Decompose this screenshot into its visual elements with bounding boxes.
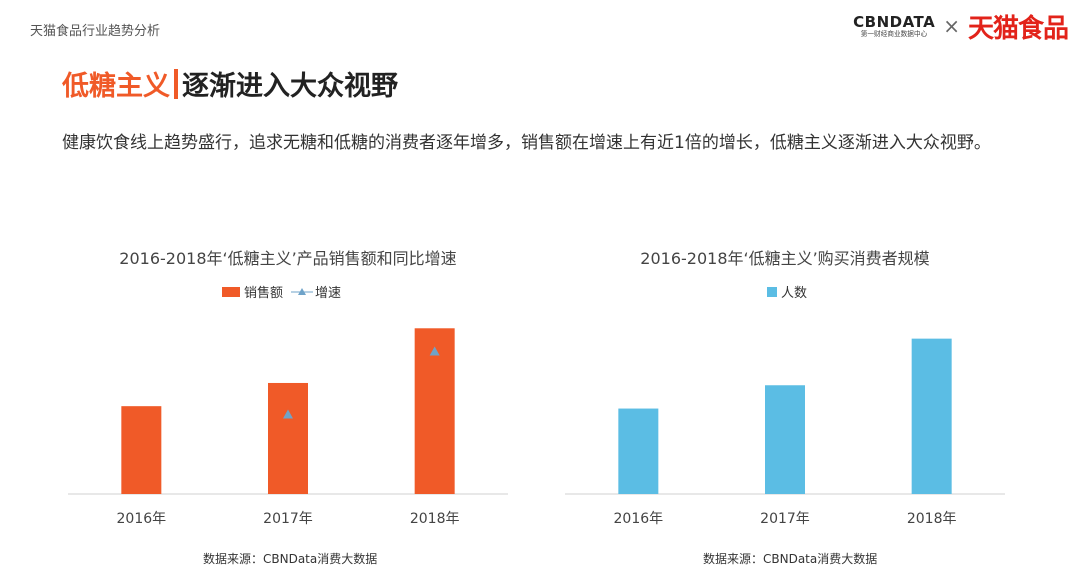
x-tick-label: 2017年 xyxy=(760,511,810,527)
legend-triangle-icon xyxy=(291,287,314,297)
chart1-legend: 销售额 增速 xyxy=(222,282,341,301)
bar-3 xyxy=(911,338,952,494)
bar-1 xyxy=(618,408,659,494)
chart2-source: 数据来源：CBNData消费大数据 xyxy=(703,552,878,566)
chart2-plot: 2016年 2017年 2018年 xyxy=(565,338,1005,527)
logo-group: CBNDATA 第一财经商业数据中心 × 天猫食品 xyxy=(853,8,1069,44)
chart1-source: 数据来源：CBNData消费大数据 xyxy=(203,552,378,566)
x-tick-label: 2016年 xyxy=(614,511,664,527)
cbndata-logo-subtitle: 第一财经商业数据中心 xyxy=(860,29,928,38)
legend-blue-swatch xyxy=(767,286,777,297)
legend-bar-swatch xyxy=(222,286,240,297)
title-divider-bar xyxy=(174,68,178,99)
x-tick-label: 2016年 xyxy=(117,511,167,527)
bar-2 xyxy=(765,385,805,494)
legend-people-label: 人数 xyxy=(781,286,808,301)
bar-3 xyxy=(414,328,455,494)
chart1-plot: 2016年 2017年 2018年 xyxy=(68,328,508,527)
tmall-food-logo: 天猫食品 xyxy=(967,13,1069,44)
bar-2 xyxy=(268,382,308,494)
cbndata-logo: CBNDATA 第一财经商业数据中心 xyxy=(853,14,935,39)
intro-paragraph: 健康饮食线上趋势盛行，追求无糖和低糖的消费者逐年增多，销售额在增速上有近1倍的增… xyxy=(62,133,991,153)
x-tick-label: 2018年 xyxy=(907,511,957,527)
chart2-legend: 人数 xyxy=(767,282,807,301)
chart2-title: 2016-2018年‘低糖主义’购买消费者规模 xyxy=(640,249,930,268)
slide-title-main: 逐渐进入大众视野 xyxy=(182,71,398,102)
report-header-title: 天猫食品行业趋势分析 xyxy=(30,24,161,39)
slide-title: 低糖主义 逐渐进入大众视野 xyxy=(62,64,398,103)
slide-title-accent: 低糖主义 xyxy=(62,71,170,102)
bar-1 xyxy=(121,406,162,494)
x-tick-label: 2018年 xyxy=(410,511,460,527)
legend-growth-label: 增速 xyxy=(315,286,342,301)
logo-cross-icon: × xyxy=(943,14,960,38)
cbndata-logo-text: CBNDATA xyxy=(853,12,936,31)
chart1-title: 2016-2018年‘低糖主义’产品销售额和同比增速 xyxy=(119,249,457,268)
x-tick-label: 2017年 xyxy=(263,511,313,527)
growth-marker-2 xyxy=(283,409,293,419)
legend-sales-label: 销售额 xyxy=(244,286,284,301)
growth-marker-3 xyxy=(429,346,440,356)
